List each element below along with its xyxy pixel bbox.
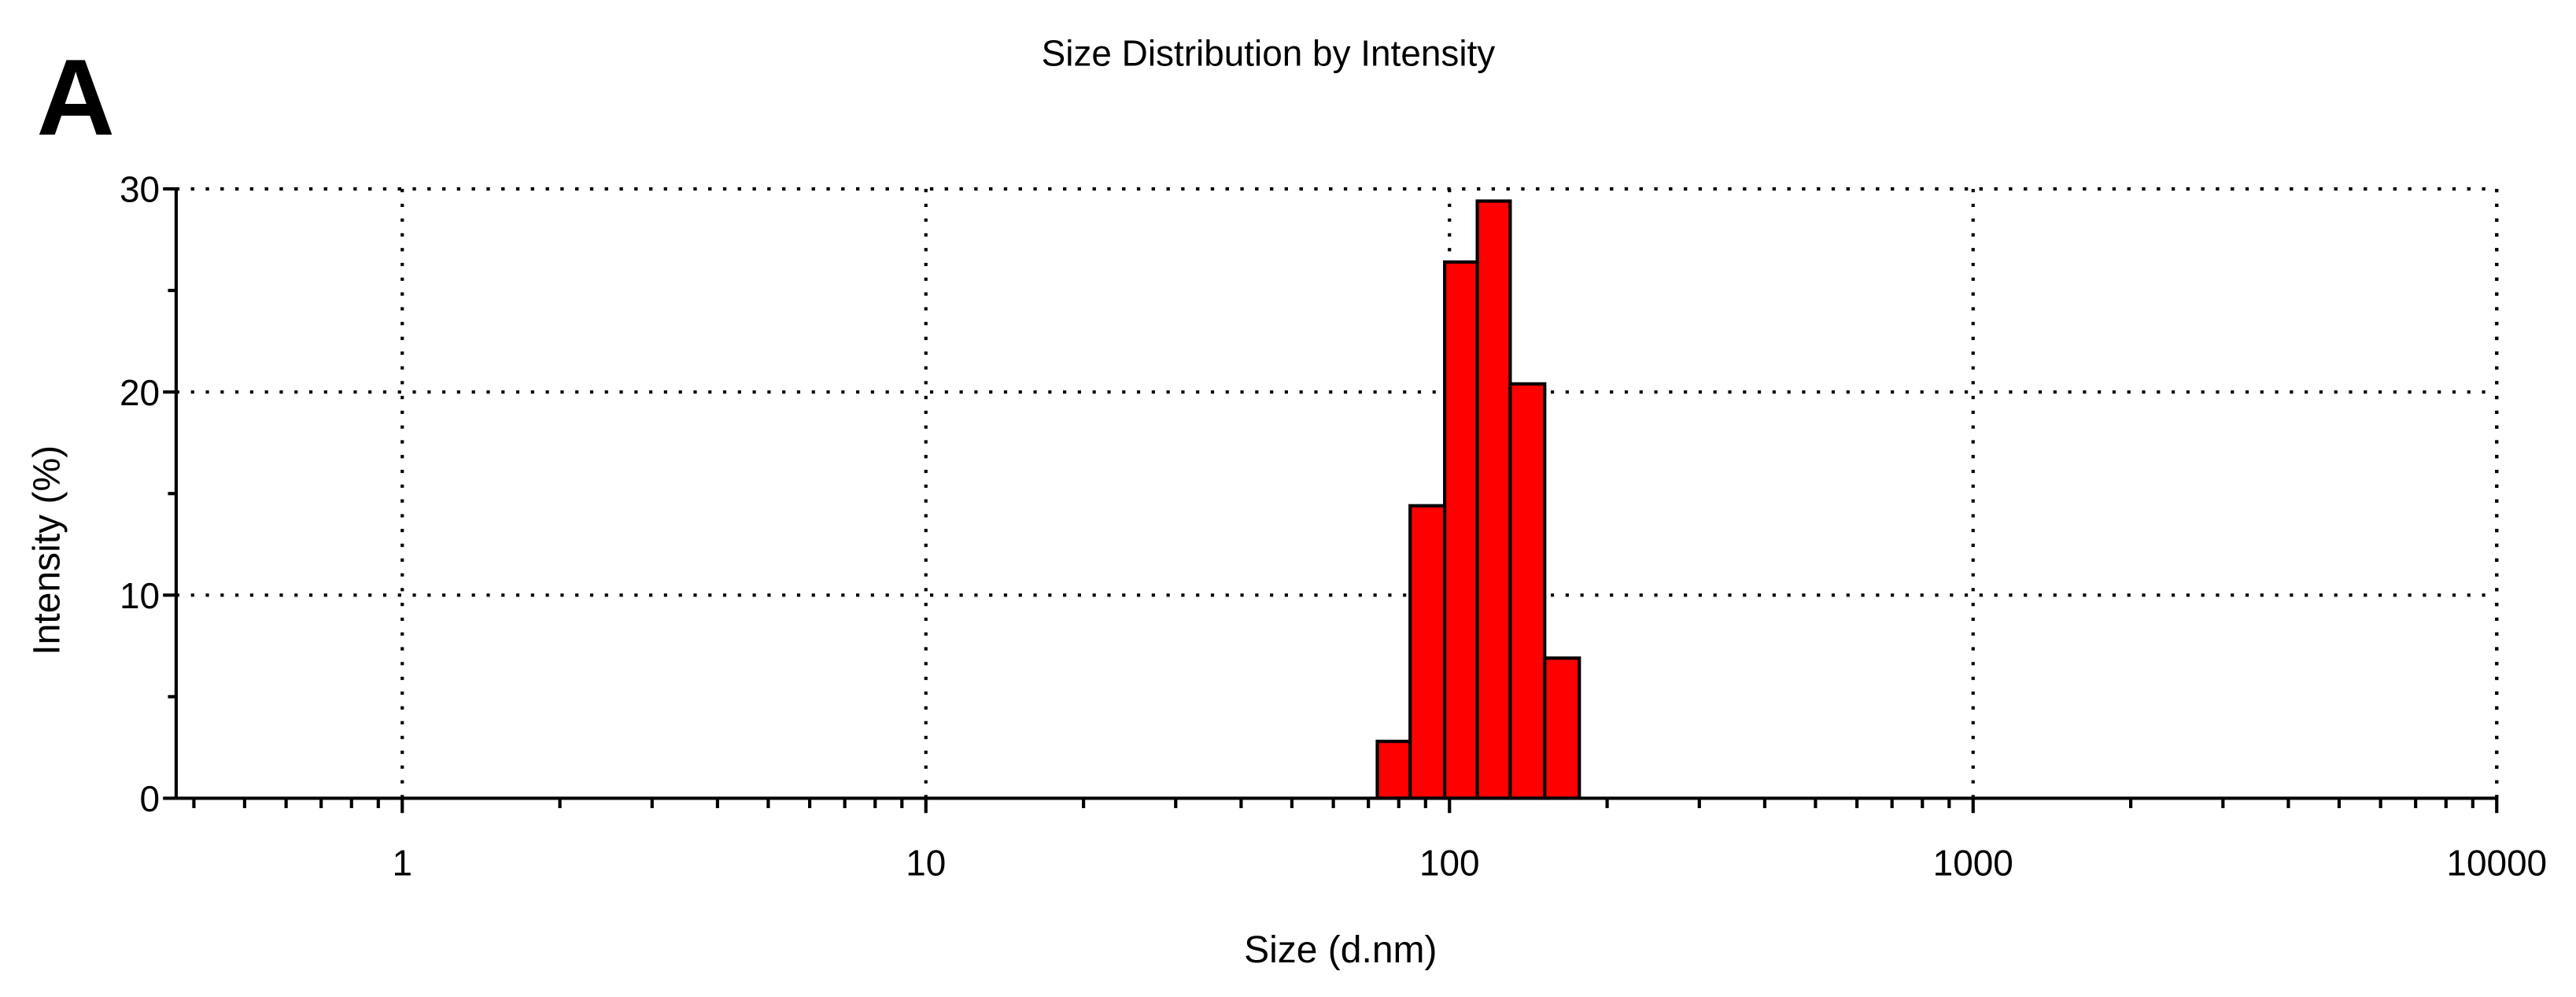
bar — [1508, 382, 1547, 800]
chart-title: Size Distribution by Intensity — [1042, 32, 1496, 73]
panel-label: A — [36, 37, 114, 158]
y-axis-label: Intensity (%) — [27, 445, 68, 655]
bar — [1543, 656, 1581, 800]
bar — [1375, 740, 1412, 800]
y-tick-label: 30 — [120, 169, 160, 210]
bar — [1408, 504, 1447, 800]
x-tick-label: 10 — [906, 843, 946, 884]
y-tick-label: 0 — [139, 778, 160, 819]
x-tick-label: 1 — [392, 843, 412, 884]
x-axis-label: Size (d.nm) — [1244, 929, 1437, 971]
x-tick-label: 10000 — [2446, 843, 2547, 884]
y-tick-label: 20 — [120, 372, 160, 413]
bar — [1475, 199, 1512, 800]
y-tick-label: 10 — [120, 575, 160, 616]
x-tick-label: 1000 — [1933, 843, 2013, 884]
x-tick-label: 100 — [1419, 843, 1480, 884]
bar — [1443, 260, 1479, 800]
